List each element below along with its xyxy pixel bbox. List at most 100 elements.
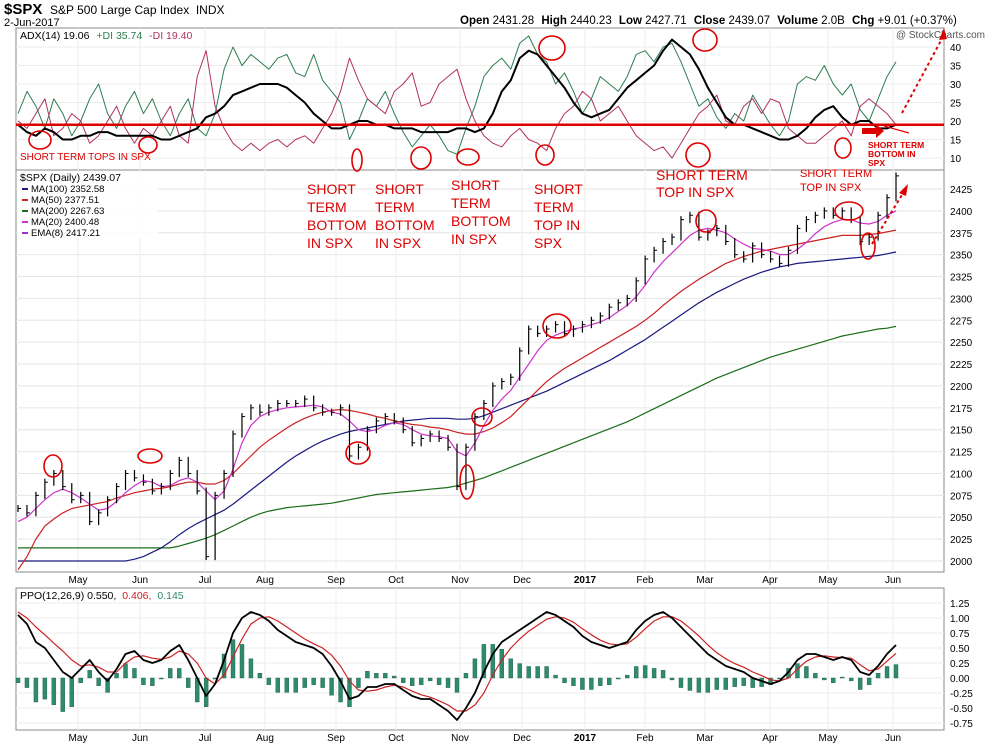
annotation-text: BOTTOM: [307, 217, 367, 233]
ppo-panel-frame: [15, 587, 945, 731]
ppo-histogram-bar: [141, 677, 146, 685]
ppo-histogram-bar: [607, 677, 612, 685]
ppo-ytick-label: 1.25: [950, 599, 970, 610]
price-ytick-label: 2375: [950, 229, 973, 240]
month-label: May: [69, 733, 88, 744]
annotation-text: IN SPX: [375, 235, 422, 251]
ppo-histogram-bar: [454, 677, 460, 693]
month-label: 2017: [574, 575, 597, 586]
series-layer: [15, 35, 944, 721]
ppo-histogram-bar: [320, 677, 325, 688]
price-legend-item: MA(100) 2352.58: [31, 184, 104, 195]
ppo-histogram-bar: [33, 677, 39, 703]
month-label: Nov: [451, 733, 469, 744]
annotation-text: TERM: [307, 199, 347, 215]
price-ytick-label: 2100: [950, 469, 973, 480]
price-ytick-label: 2275: [950, 316, 973, 327]
ppo-histogram-bar: [804, 666, 809, 679]
annotation-text: IN SPX: [451, 231, 498, 247]
ppo-histogram-bar: [813, 673, 818, 679]
ppo-histogram-bar: [96, 677, 101, 686]
ppo-histogram-bar: [427, 677, 433, 682]
ppo-histogram-bar: [741, 677, 746, 686]
ppo-histogram-bar: [374, 673, 379, 679]
ppo-histogram-bar: [714, 677, 720, 690]
annotation-circle: [538, 35, 566, 61]
ppo-histogram-bar: [669, 677, 675, 681]
ppo-histogram-bar: [499, 649, 504, 679]
ppo-ytick-label: 1.00: [950, 614, 970, 625]
ppo-histogram-bar: [418, 677, 424, 685]
ppo-histogram-bar: [159, 677, 164, 680]
ppo-histogram-bar: [517, 663, 522, 679]
ppo-ytick-label: -0.50: [950, 704, 973, 715]
month-label: Dec: [513, 575, 531, 586]
ppo-histogram-bar: [87, 670, 92, 679]
month-label: Mar: [696, 733, 714, 744]
projection-arrowhead-adx: [939, 28, 947, 40]
adx-ytick-label: 40: [950, 43, 962, 54]
price-legend-item: MA(200) 2267.63: [31, 206, 104, 217]
annotation-circle: [459, 464, 475, 500]
ppo-histogram-bar: [284, 677, 289, 693]
annotation-text: TERM: [534, 199, 574, 215]
adx-ytick-label: 15: [950, 136, 962, 147]
ppo-histogram-bar: [78, 677, 83, 683]
ma50-line: [17, 229, 897, 571]
month-label: Oct: [388, 733, 404, 744]
ppo-histogram-bar: [866, 677, 872, 685]
ppo-histogram-bar: [490, 644, 496, 679]
annotation-circle: [410, 146, 432, 170]
ppo-legend-hist: 0.145: [157, 590, 183, 602]
month-label: Sep: [327, 733, 345, 744]
annotation-bottom-note: BOTTOM IN: [868, 149, 916, 159]
ppo-histogram-bar: [275, 677, 281, 693]
ppo-legend-signal: 0.406,: [122, 590, 151, 602]
ppo-histogram-bar: [248, 658, 254, 679]
price-ytick-label: 2000: [950, 557, 973, 568]
adx-legend-pdi: +DI 35.74: [96, 30, 142, 42]
ppo-histogram-bar: [723, 677, 728, 690]
price-panel-frame: [15, 169, 945, 573]
ppo-histogram-bar: [580, 677, 585, 690]
ppo-histogram-bar: [24, 677, 30, 688]
annotation-circle: [471, 407, 493, 427]
annotation-text: BOTTOM: [375, 217, 435, 233]
ppo-ytick-label: 0.75: [950, 629, 970, 640]
ppo-histogram-bar: [472, 658, 478, 679]
ppo-histogram-bar: [392, 675, 397, 679]
month-label: Feb: [636, 733, 654, 744]
month-label: Nov: [451, 575, 469, 586]
annotation-text: SHORT: [451, 177, 500, 193]
ppo-histogram-bar: [732, 677, 737, 687]
annotation-circle: [456, 148, 480, 166]
adx-ytick-label: 20: [950, 117, 962, 128]
ppo-histogram-bar: [132, 668, 137, 679]
ppo-histogram-bar: [266, 677, 272, 685]
month-label: Aug: [256, 575, 274, 586]
ppo-histogram-bar: [445, 677, 451, 688]
mdi-line: [17, 50, 897, 159]
ppo-histogram-bar: [293, 677, 298, 693]
adx-ytick-label: 10: [950, 154, 962, 165]
annotation-circle: [685, 142, 711, 168]
ppo-histogram-bar: [123, 663, 128, 679]
adx-legend-mdi: -DI 19.40: [149, 30, 192, 42]
ppo-histogram-bar: [678, 677, 684, 688]
price-ytick-label: 2225: [950, 360, 973, 371]
annotation-circle: [535, 144, 555, 166]
month-label: Oct: [388, 575, 404, 586]
ppo-histogram-bar: [589, 677, 594, 690]
annotation-arrow-head: [876, 124, 884, 138]
symbol-title: $SPX S&P 500 Large Cap Index INDX: [4, 1, 225, 18]
svg-text:ADX(14) 19.06 +DI 35.7: ADX(14) 19.06 +DI 35.74 -DI 19.40: [20, 30, 192, 42]
annotation-text: SHORT: [307, 181, 356, 197]
svg-text:PPO(12,26,9) 0.550, 0.: PPO(12,26,9) 0.550, 0.406, 0.145: [20, 590, 184, 602]
ppo-histogram-bar: [51, 677, 57, 706]
month-label: Apr: [762, 733, 778, 744]
ppo-histogram-bar: [625, 674, 630, 679]
price-ytick-label: 2200: [950, 382, 973, 393]
annotation-circle: [542, 313, 572, 339]
